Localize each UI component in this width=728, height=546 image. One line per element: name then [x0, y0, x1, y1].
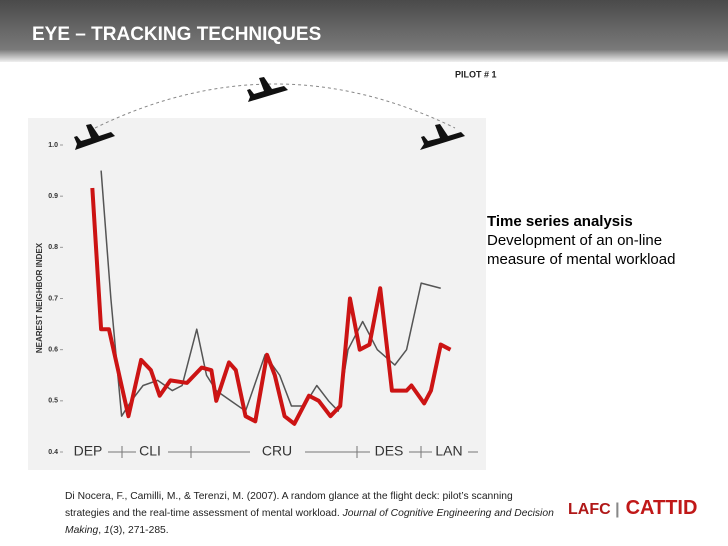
logo: LAFC | CATTID: [568, 497, 698, 519]
y-tick-label: 1.0: [48, 142, 58, 149]
y-tick-label: 0.6: [48, 347, 58, 354]
y-tick-label: 0.7: [48, 295, 58, 302]
phase-label: CRU: [262, 443, 292, 459]
phase-label: DEP: [74, 443, 103, 459]
phase-label: LAN: [435, 443, 462, 459]
y-tick-label: 0.4: [48, 449, 58, 456]
header: EYE – TRACKING TECHNIQUES: [0, 0, 728, 62]
note-line: measure of mental workload: [487, 251, 676, 268]
citation-part: Journal of Cognitive Engineering and Dec…: [65, 508, 554, 536]
flight-arc: [94, 83, 456, 129]
y-axis-label: NEAREST NEIGHBOR INDEX: [35, 242, 44, 353]
citation-part: ,: [98, 525, 104, 536]
citation-part: 1: [103, 525, 110, 536]
annotation: PILOT # 1: [455, 69, 497, 79]
phase-label: CLI: [139, 443, 161, 459]
note-title: Time series analysis: [487, 213, 633, 230]
logo-text: LAFC: [568, 501, 611, 518]
phase-label: DES: [375, 443, 404, 459]
note: Time series analysis Development of an o…: [487, 212, 675, 269]
citation-part: Di Nocera, F., Camilli, M., & Terenzi, M…: [65, 491, 513, 519]
citation-part: (3), 271-285.: [109, 525, 169, 536]
plane-icons: [74, 77, 465, 150]
citation: Di Nocera, F., Camilli, M., & Terenzi, M…: [65, 488, 555, 539]
y-tick-label: 0.9: [48, 193, 58, 200]
slide-title: EYE – TRACKING TECHNIQUES: [32, 24, 322, 45]
note-line: Development of an on-line: [487, 232, 663, 249]
y-tick-label: 0.8: [48, 244, 58, 251]
y-tick-label: 0.5: [48, 398, 58, 405]
logo-text: CATTID: [625, 497, 698, 519]
series-line: [90, 187, 452, 426]
